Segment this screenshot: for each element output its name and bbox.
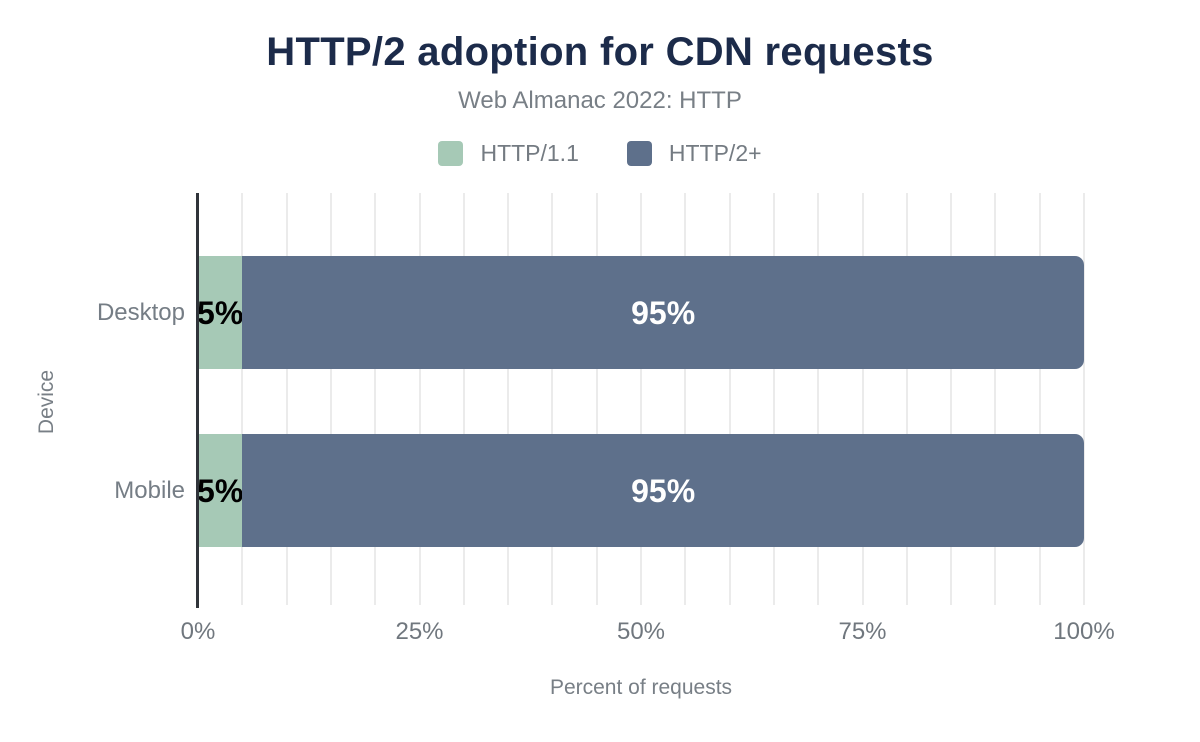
x-tick-label: 0% — [180, 618, 216, 645]
gridline — [329, 193, 332, 605]
y-axis-line — [196, 193, 199, 608]
plot-area: 5% 95% Desktop 5% 95% Mobile 0% 25% 50% 75% 100% — [97, 193, 1115, 645]
x-tick-label: 25% — [395, 618, 444, 645]
x-tick-label: 50% — [616, 618, 666, 645]
bar-segment: 95% — [242, 256, 1084, 369]
gridline — [551, 193, 554, 605]
gridline — [507, 193, 510, 605]
gridline — [462, 193, 465, 605]
x-tick-label: 75% — [838, 618, 887, 645]
gridline — [772, 193, 775, 605]
legend-swatch — [626, 141, 652, 166]
gridline — [994, 193, 997, 605]
legend-item: HTTP/1.1 — [438, 140, 579, 167]
bar-segment: 5% — [197, 434, 244, 547]
gridline — [817, 193, 820, 605]
legend-item-label: HTTP/1.1 — [480, 140, 579, 166]
legend-swatch — [438, 141, 464, 166]
y-axis-title: Device — [35, 369, 58, 435]
legend: HTTP/1.1 HTTP/2+ — [0, 140, 1200, 167]
category-label: Desktop — [96, 298, 185, 326]
chart-subtitle: Web Almanac 2022: HTTP — [458, 87, 742, 114]
gridline — [1083, 193, 1085, 605]
bar-segment: 5% — [197, 256, 244, 369]
gridline — [374, 193, 377, 605]
gridline — [640, 193, 642, 605]
legend-item: HTTP/2+ — [626, 140, 762, 167]
gridline — [950, 193, 953, 605]
x-axis-title: Percent of requests — [549, 676, 733, 699]
gridline — [241, 193, 244, 605]
gridline — [684, 193, 687, 605]
gridline — [595, 193, 598, 605]
gridline — [728, 193, 731, 605]
gridline — [861, 193, 864, 605]
gridline — [905, 193, 908, 605]
bar-value-label: 5% — [197, 294, 244, 331]
gridline — [285, 193, 288, 605]
legend-item-label: HTTP/2+ — [668, 140, 762, 166]
gridline — [418, 193, 421, 605]
bar-segment: 95% — [242, 434, 1084, 547]
bar-value-label: 95% — [631, 472, 696, 509]
gridline — [1038, 193, 1041, 605]
bar-value-label: 5% — [197, 472, 244, 509]
x-tick-label: 100% — [1053, 618, 1115, 645]
category-label: Mobile — [114, 476, 185, 504]
bar-value-label: 95% — [631, 294, 696, 331]
chart-title: HTTP/2 adoption for CDN requests — [266, 30, 934, 74]
